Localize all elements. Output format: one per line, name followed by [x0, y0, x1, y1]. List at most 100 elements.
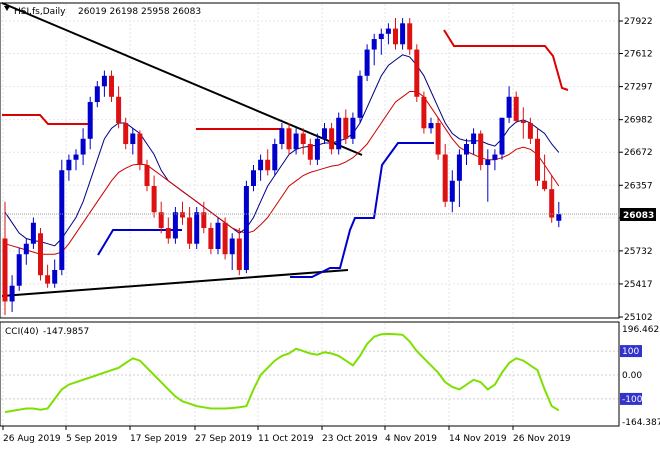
candle-body: [215, 222, 221, 249]
symbol-label: HSI.fs,Daily: [14, 7, 66, 17]
candle-body: [123, 123, 129, 145]
price-tick-label: 26672: [624, 148, 653, 158]
price-tick-label: 26357: [624, 181, 653, 191]
candle-body: [265, 159, 271, 171]
cci-tick-label: 0.00: [622, 371, 642, 381]
candle-body: [307, 144, 313, 160]
support-level-2[interactable]: [290, 142, 434, 278]
candle-body: [371, 39, 377, 50]
date-axis[interactable]: 26 Aug 2019 5 Sep 2019 17 Sep 2019 27 Sep 2…: [2, 426, 571, 444]
candle-body: [485, 159, 491, 166]
candle-body: [549, 189, 555, 218]
candle-body: [322, 128, 327, 139]
candle-body: [542, 180, 548, 190]
candle: [258, 154, 264, 181]
candle: [449, 170, 455, 213]
candle: [87, 96, 93, 150]
candle: [464, 138, 469, 166]
price-axis[interactable]: 2792227612272972698226672263572604725732…: [619, 17, 653, 323]
candle-body: [314, 138, 320, 160]
descending-trendline[interactable]: [1, 2, 363, 156]
candle-body: [251, 170, 256, 187]
candle: [293, 128, 299, 155]
candle: [414, 44, 420, 103]
candle: [144, 159, 150, 192]
candle-body: [87, 102, 93, 139]
candle-body: [16, 254, 22, 286]
candle-body: [30, 222, 36, 244]
candle: [23, 238, 29, 265]
price-tick-label: 27922: [624, 17, 653, 27]
candle-body: [428, 123, 434, 129]
candle: [485, 149, 491, 202]
candle: [499, 117, 505, 160]
resistance-level-3[interactable]: [443, 29, 569, 91]
cci-level-badge: [620, 392, 642, 405]
candle-body: [130, 133, 136, 145]
candle-body: [535, 138, 540, 181]
candle: [101, 70, 107, 97]
candle: [187, 206, 193, 249]
candle: [215, 217, 221, 255]
resistance-level-1[interactable]: [2, 114, 92, 125]
candle: [350, 112, 356, 145]
candle: [371, 33, 377, 66]
candle: [364, 44, 370, 82]
price-panel[interactable]: [0, 2, 620, 319]
candle-body: [80, 138, 86, 155]
cci-tick-label: -100: [622, 395, 643, 405]
candle: [314, 133, 320, 166]
candle: [329, 123, 335, 155]
candle: [194, 206, 200, 249]
cci-axis[interactable]: 196.4623 100 0.00 -100 -164.3873: [620, 325, 660, 428]
candle-body: [94, 86, 100, 103]
candle-body: [180, 212, 185, 218]
candle-body: [165, 227, 171, 239]
ascending-trendline[interactable]: [1, 269, 349, 297]
candle-body: [449, 180, 455, 202]
cci-panel[interactable]: [0, 321, 620, 427]
candle-body: [471, 133, 477, 145]
candle-body: [393, 28, 398, 45]
date-tick-label: 5 Sep 2019: [66, 434, 118, 444]
candle: [385, 23, 391, 45]
candle: [123, 117, 129, 150]
price-tick-label: 25417: [624, 280, 653, 290]
candle-body: [435, 123, 441, 155]
cci-level-badge: [620, 345, 642, 358]
candle: [251, 165, 256, 192]
current-price-label: 26083: [623, 211, 654, 221]
candle-body: [101, 75, 107, 87]
date-tick-label: 4 Nov 2019: [385, 434, 437, 444]
candle: [435, 117, 441, 160]
candle: [109, 70, 114, 103]
candle-body: [2, 238, 8, 302]
candle-body: [236, 238, 242, 270]
candle: [222, 217, 228, 260]
candle-body: [357, 75, 363, 118]
cci-tick-label: -164.3873: [622, 418, 660, 428]
date-tick-label: 26 Aug 2019: [3, 434, 61, 444]
candle: [236, 227, 242, 276]
candle-body: [385, 28, 391, 34]
candle-body: [9, 285, 15, 302]
cci-line: [4, 332, 560, 414]
candle-body: [527, 123, 533, 139]
candle: [442, 144, 448, 207]
support-level-1[interactable]: [97, 229, 182, 256]
candle-body: [350, 117, 356, 139]
price-tick-label: 27612: [624, 50, 653, 60]
candle: [151, 175, 157, 218]
candle: [556, 201, 562, 228]
candle: [357, 70, 363, 124]
candle: [400, 18, 406, 50]
candle-body: [499, 117, 505, 155]
candle-body: [38, 233, 43, 276]
date-tick-label: 17 Sep 2019: [130, 434, 187, 444]
price-tick-label: 27297: [624, 83, 653, 93]
candle: [336, 112, 342, 155]
candle-body: [201, 212, 207, 228]
trendline-overlays[interactable]: [1, 2, 569, 297]
candle-body: [279, 128, 285, 145]
